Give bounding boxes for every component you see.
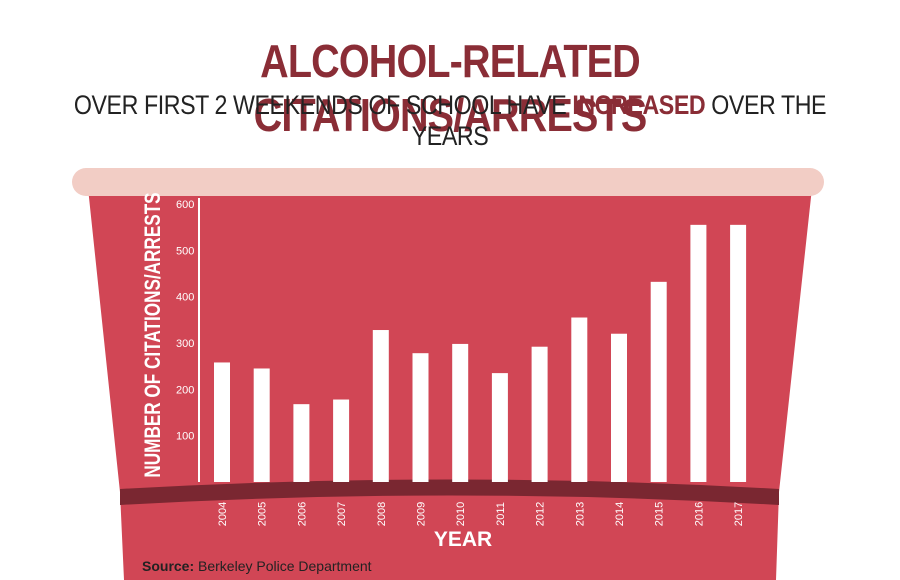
source-note: Source: Berkeley Police Department	[142, 558, 372, 574]
source-label: Source:	[142, 558, 194, 574]
bar-2006	[293, 404, 309, 482]
cup-rim	[72, 168, 824, 196]
x-axis-label: YEAR	[434, 528, 492, 551]
x-tick-label-2011: 2011	[495, 502, 507, 526]
x-tick-label-2008: 2008	[376, 502, 388, 526]
y-tick-label-300: 300	[176, 338, 194, 350]
bar-2013	[571, 318, 587, 482]
bar-2007	[333, 400, 349, 482]
x-tick-label-2014: 2014	[614, 502, 626, 526]
bar-2015	[651, 282, 667, 482]
bar-2016	[690, 225, 706, 482]
bar-2008	[373, 330, 389, 482]
x-tick-label-2009: 2009	[416, 502, 428, 526]
bar-2011	[492, 373, 508, 482]
y-tick-label-500: 500	[176, 245, 194, 257]
x-tick-label-2017: 2017	[733, 502, 745, 526]
x-tick-label-2007: 2007	[336, 502, 348, 526]
y-tick-label-200: 200	[176, 384, 194, 396]
bar-2010	[452, 344, 468, 482]
y-axis-label: NUMBER OF CITATIONS/ARRESTS	[141, 192, 166, 477]
y-tick-label-100: 100	[176, 431, 194, 443]
x-tick-label-2010: 2010	[455, 502, 467, 526]
bar-2017	[730, 225, 746, 482]
x-tick-label-2012: 2012	[535, 502, 547, 526]
bar-2014	[611, 334, 627, 482]
x-tick-label-2005: 2005	[257, 502, 269, 526]
source-text: Berkeley Police Department	[194, 558, 371, 574]
y-tick-label-400: 400	[176, 292, 194, 304]
bar-2004	[214, 362, 230, 482]
x-tick-label-2004: 2004	[217, 502, 229, 526]
y-tick-label-600: 600	[176, 199, 194, 211]
bar-2005	[254, 368, 270, 482]
x-tick-label-2016: 2016	[693, 502, 705, 526]
bar-2009	[413, 353, 429, 482]
bar-2012	[532, 347, 548, 482]
x-tick-label-2006: 2006	[296, 502, 308, 526]
x-tick-label-2013: 2013	[574, 502, 586, 526]
x-tick-label-2015: 2015	[654, 502, 666, 526]
